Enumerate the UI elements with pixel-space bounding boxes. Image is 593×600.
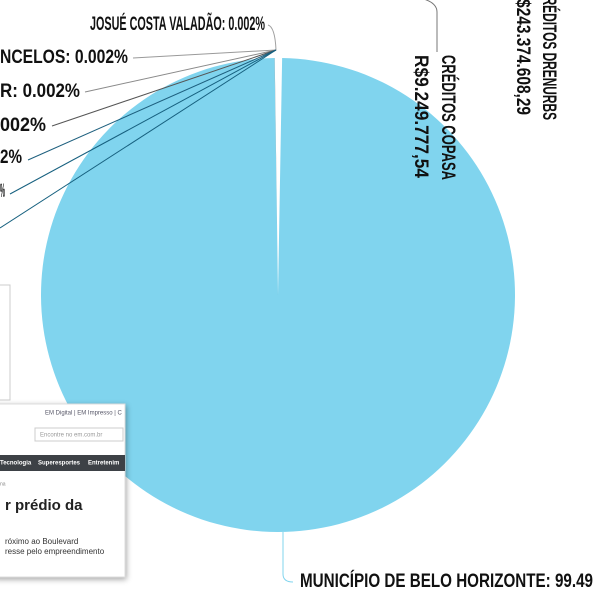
data-label: JOSUÉ COSTA VALADÃO: 0.002%: [90, 13, 265, 35]
data-label: NCELOS: 0.002%: [0, 47, 128, 68]
snippet: resse pelo empreendimento: [5, 547, 105, 556]
data-label: 2%: [0, 147, 22, 168]
nav-links: EM Digital | EM Impresso | C: [45, 411, 122, 417]
headline: r prédio da: [5, 497, 83, 514]
annotation-name: CRÉDITOS DRENURBS: [538, 0, 560, 120]
background-page: EM Digital | EM Impresso | C Encontre no…: [0, 404, 125, 577]
annotation-name: CRÉDITOS COPASA: [437, 55, 459, 180]
chart: EM Digital | EM Impresso | C Encontre no…: [0, 0, 593, 600]
annotation-amount: R$9.249.777,54: [410, 55, 431, 178]
search-placeholder: Encontre no em.com.br: [40, 433, 102, 439]
annotation-amount: R$243.374.608,29: [512, 0, 533, 115]
menu-item: Entretenim: [88, 461, 119, 467]
menu-item: Superesportes: [38, 461, 81, 467]
snippet: róximo ao Boulevard: [5, 537, 78, 546]
breadcrumb: na: [0, 481, 6, 487]
data-label: R: 0.002%: [0, 81, 80, 102]
data-label: 002%: [0, 115, 46, 136]
data-label: MUNICÍPIO DE BELO HORIZONTE: 99.49: [300, 570, 593, 592]
menu-item: Tecnologia: [0, 461, 32, 467]
data-label: %: [0, 181, 5, 202]
